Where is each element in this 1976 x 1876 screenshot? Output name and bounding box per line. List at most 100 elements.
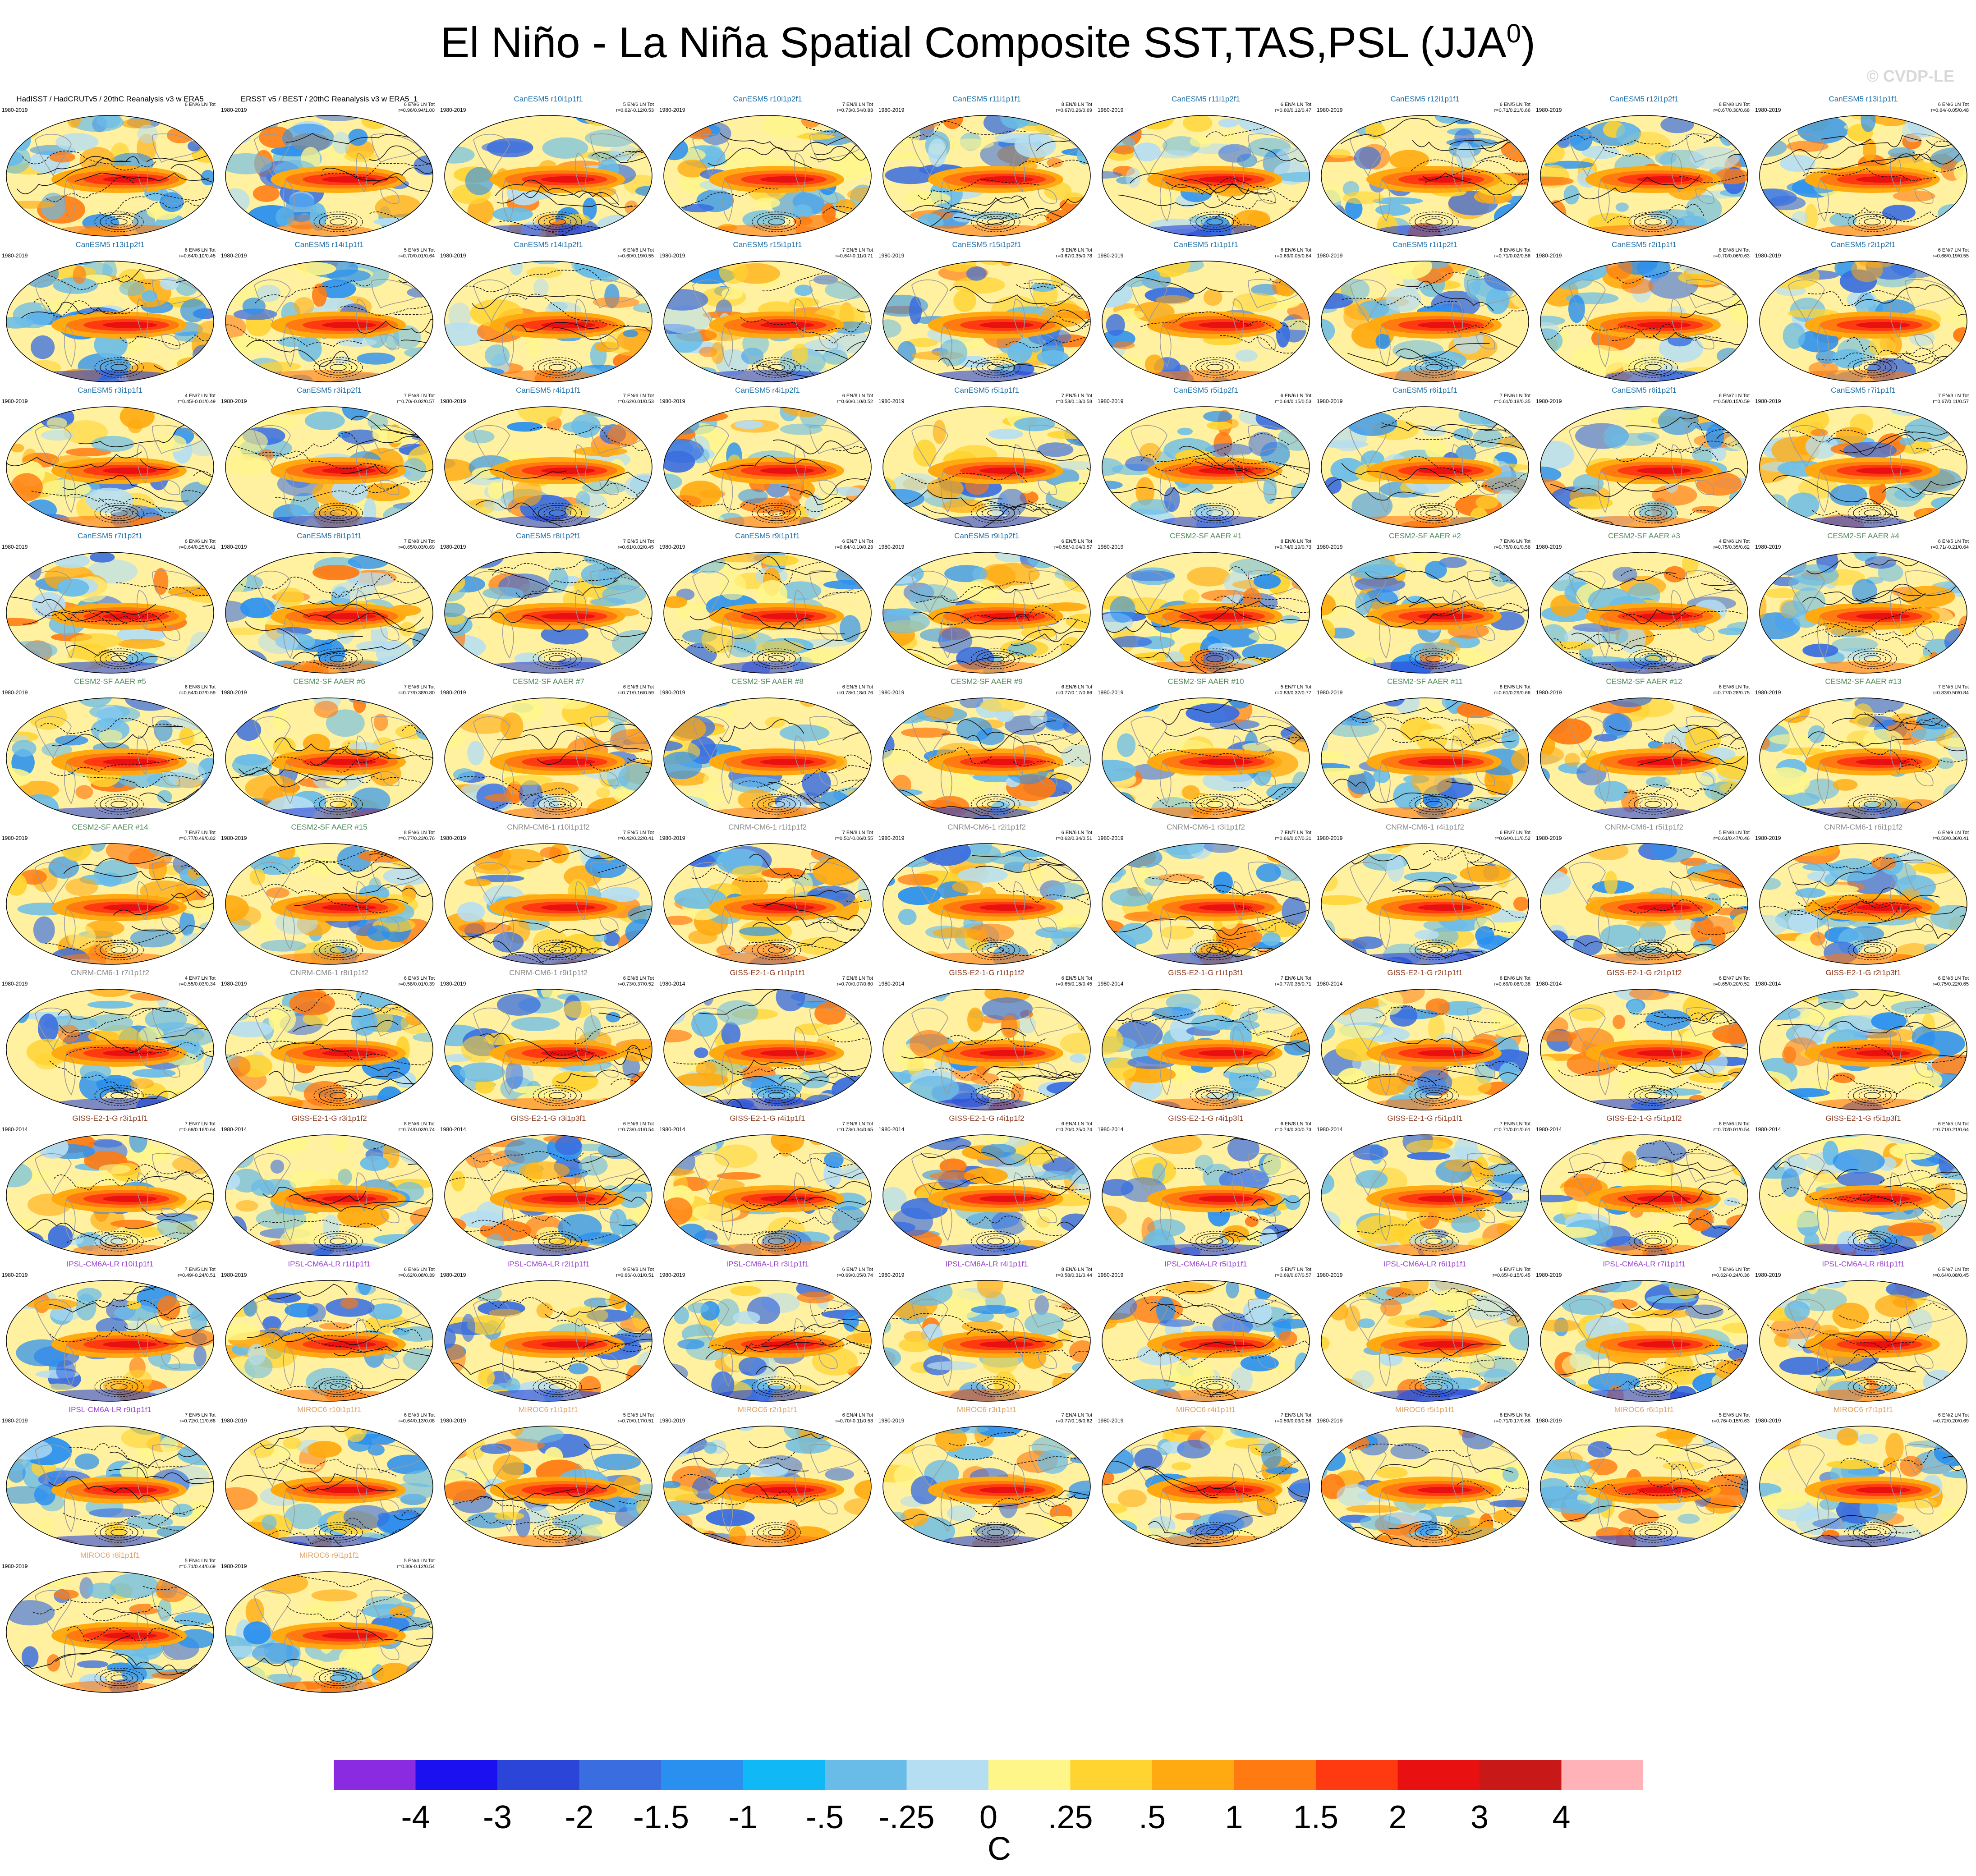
panel-event-count: 7 EN/3 LN Tot [1280,1413,1311,1418]
panel-event-count: 5 EN/7 LN Tot [1280,1267,1311,1272]
map-field [1540,261,1748,382]
map-panel: CESM2-SF AAER #11 1980-2019 8 EN/5 LN Tot r… [1317,677,1533,821]
title-end: ) [1521,18,1535,67]
panel-title: IPSL-CM6A-LR r6i1p1f1 [1383,1260,1466,1268]
panel-correlation: r=0.77/0.23/0.76 [398,836,435,841]
map-field [1540,115,1748,236]
colorbar-tick-label: 1 [1225,1799,1243,1835]
panel-correlation: r=0.71/0.01/0.61 [1494,1127,1530,1133]
robinson-map [444,697,653,819]
robinson-map [882,843,1091,965]
map-border [882,697,1091,819]
panel-event-count: 7 EN/6 LN Tot [1280,976,1311,981]
panel-event-count: 6 EN/6 LN Tot [1938,102,1969,107]
panel-correlation: r=0.78/0.18/0.76 [836,690,873,696]
map-field [664,261,871,382]
panel-title: MIROC6 r1i1p1f1 [518,1405,579,1414]
panel-event-count: 8 EN/6 LN Tot [404,830,435,835]
map-field [445,989,652,1110]
map-field [1321,1280,1529,1401]
panel-correlation: r=0.69/0.16/0.64 [179,1127,216,1133]
robinson-map [1759,1280,1967,1402]
panel-title: HadISST / HadCRUTv5 / 20thC Reanalysis v… [16,95,204,103]
map-panel: GISS-E2-1-G r2i1p1f2 1980-2014 6 EN/7 LN T… [1536,968,1752,1113]
panel-correlation: r=0.69/0.05/0.74 [836,1273,873,1278]
map-field [6,698,214,819]
panel-title: CanESM5 r3i1p2f1 [297,386,362,394]
panel-title: CNRM-CM6-1 r4i1p1f2 [1386,823,1464,831]
panel-title: MIROC6 r7i1p1f1 [1833,1405,1893,1414]
panel-period: 1980-2019 [1755,689,1781,696]
map-field [1760,407,1967,527]
map-panel: CanESM5 r1i1p2f1 1980-2019 6 EN/6 LN Tot r=… [1317,240,1533,385]
robinson-map [1540,115,1748,237]
map-panel: CanESM5 r4i1p2f1 1980-2019 6 EN/8 LN Tot r=… [659,386,876,530]
panel-period: 1980-2019 [1536,689,1562,696]
colorbar-swatch [497,1760,579,1790]
panel-correlation: r=0.83/0.32/0.77 [1275,690,1311,696]
colorbar-tick-label: 3 [1470,1799,1489,1835]
panel-title: CanESM5 r13i1p2f1 [75,240,145,249]
panel-period: 1980-2014 [1317,981,1343,987]
map-border [225,1280,433,1402]
panel-event-count: 6 EN/6 LN Tot [1499,976,1530,981]
map-border [1540,406,1748,528]
panel-period: 1980-2019 [659,398,685,404]
panel-title: IPSL-CM6A-LR r5i1p1f1 [1164,1260,1247,1268]
map-panel: CNRM-CM6-1 r6i1p1f2 1980-2019 6 EN/9 LN To… [1755,823,1971,967]
colorbar-tick-label: 1.5 [1293,1799,1339,1835]
panel-correlation: r=0.96/0.94/1.00 [398,108,435,113]
map-field [1760,698,1967,819]
robinson-map [1102,1280,1310,1402]
map-border [1102,989,1310,1110]
panel-correlation: r=0.72/0.20/0.69 [1932,1418,1969,1424]
map-panel: CESM2-SF AAER #10 1980-2019 5 EN/7 LN Tot r… [1098,677,1314,821]
map-field [445,552,652,673]
map-panel: IPSL-CM6A-LR r2i1p1f1 1980-2019 9 EN/8 LN … [440,1260,657,1404]
panel-event-count: 6 EN/5 LN Tot [1061,976,1092,981]
panel-title: MIROC6 r3i1p1f1 [956,1405,1017,1414]
map-border [1321,843,1529,965]
panel-correlation: r=0.64/-0.11/0.71 [835,253,873,259]
map-border [1102,1280,1310,1402]
panel-period: 1980-2019 [1098,544,1124,550]
colorbar-labels: -4 -3 -2 -1.5 -1 -.5 -.25 0 .25 .5 1 1.5 2 3 4 [334,1799,1643,1835]
robinson-map [1759,843,1967,965]
panel-correlation: r=0.49/-0.24/0.51 [177,1273,216,1278]
map-border [1759,697,1967,819]
panel-period: 1980-2014 [440,1126,466,1133]
panel-event-count: 5 EN/5 LN Tot [1719,1413,1750,1418]
panel-event-count: 4 EN/7 LN Tot [184,976,216,981]
robinson-map [1540,261,1748,382]
map-border [444,697,653,819]
panel-period: 1980-2019 [878,398,905,404]
panel-event-count: 6 EN/7 LN Tot [842,539,873,544]
panel-correlation: r=0.77/0.16/0.62 [1056,1418,1092,1424]
panel-period: 1980-2019 [221,107,247,113]
map-panel: IPSL-CM6A-LR r8i1p1f1 1980-2019 6 EN/7 LN … [1755,1260,1971,1404]
panel-event-count: 7 EN/6 LN Tot [404,684,435,690]
panel-period: 1980-2014 [878,981,905,987]
map-field [664,1135,871,1256]
panel-title: IPSL-CM6A-LR r7i1p1f1 [1603,1260,1686,1268]
panel-correlation: r=0.56/-0.04/0.57 [1054,545,1092,550]
map-field [225,844,433,964]
map-panel: GISS-E2-1-G r1i1p3f1 1980-2014 7 EN/6 LN T… [1098,968,1314,1113]
panel-title: CanESM5 r15i1p1f1 [733,240,802,249]
panel-period: 1980-2019 [221,1563,247,1569]
colorbar-swatch [988,1760,1071,1790]
panel-title: CNRM-CM6-1 r2i1p1f2 [947,823,1026,831]
panel-event-count: 8 EN/6 LN Tot [1061,1267,1092,1272]
panel-correlation: r=0.75/0.01/0.58 [1494,545,1530,550]
map-border [1102,843,1310,965]
panel-period: 1980-2019 [1755,1417,1781,1424]
colorbar-tick-label: -.25 [878,1799,935,1835]
robinson-map [225,1134,433,1256]
panel-period: 1980-2019 [2,835,28,841]
map-border [882,261,1091,382]
panel-period: 1980-2019 [659,544,685,550]
panel-correlation: r=0.66/0.07/0.31 [1275,836,1311,841]
panel-title: IPSL-CM6A-LR r1i1p1f1 [288,1260,371,1268]
panel-event-count: 6 EN/2 LN Tot [1938,1413,1969,1418]
panel-event-count: 6 EN/8 LN Tot [842,393,873,399]
